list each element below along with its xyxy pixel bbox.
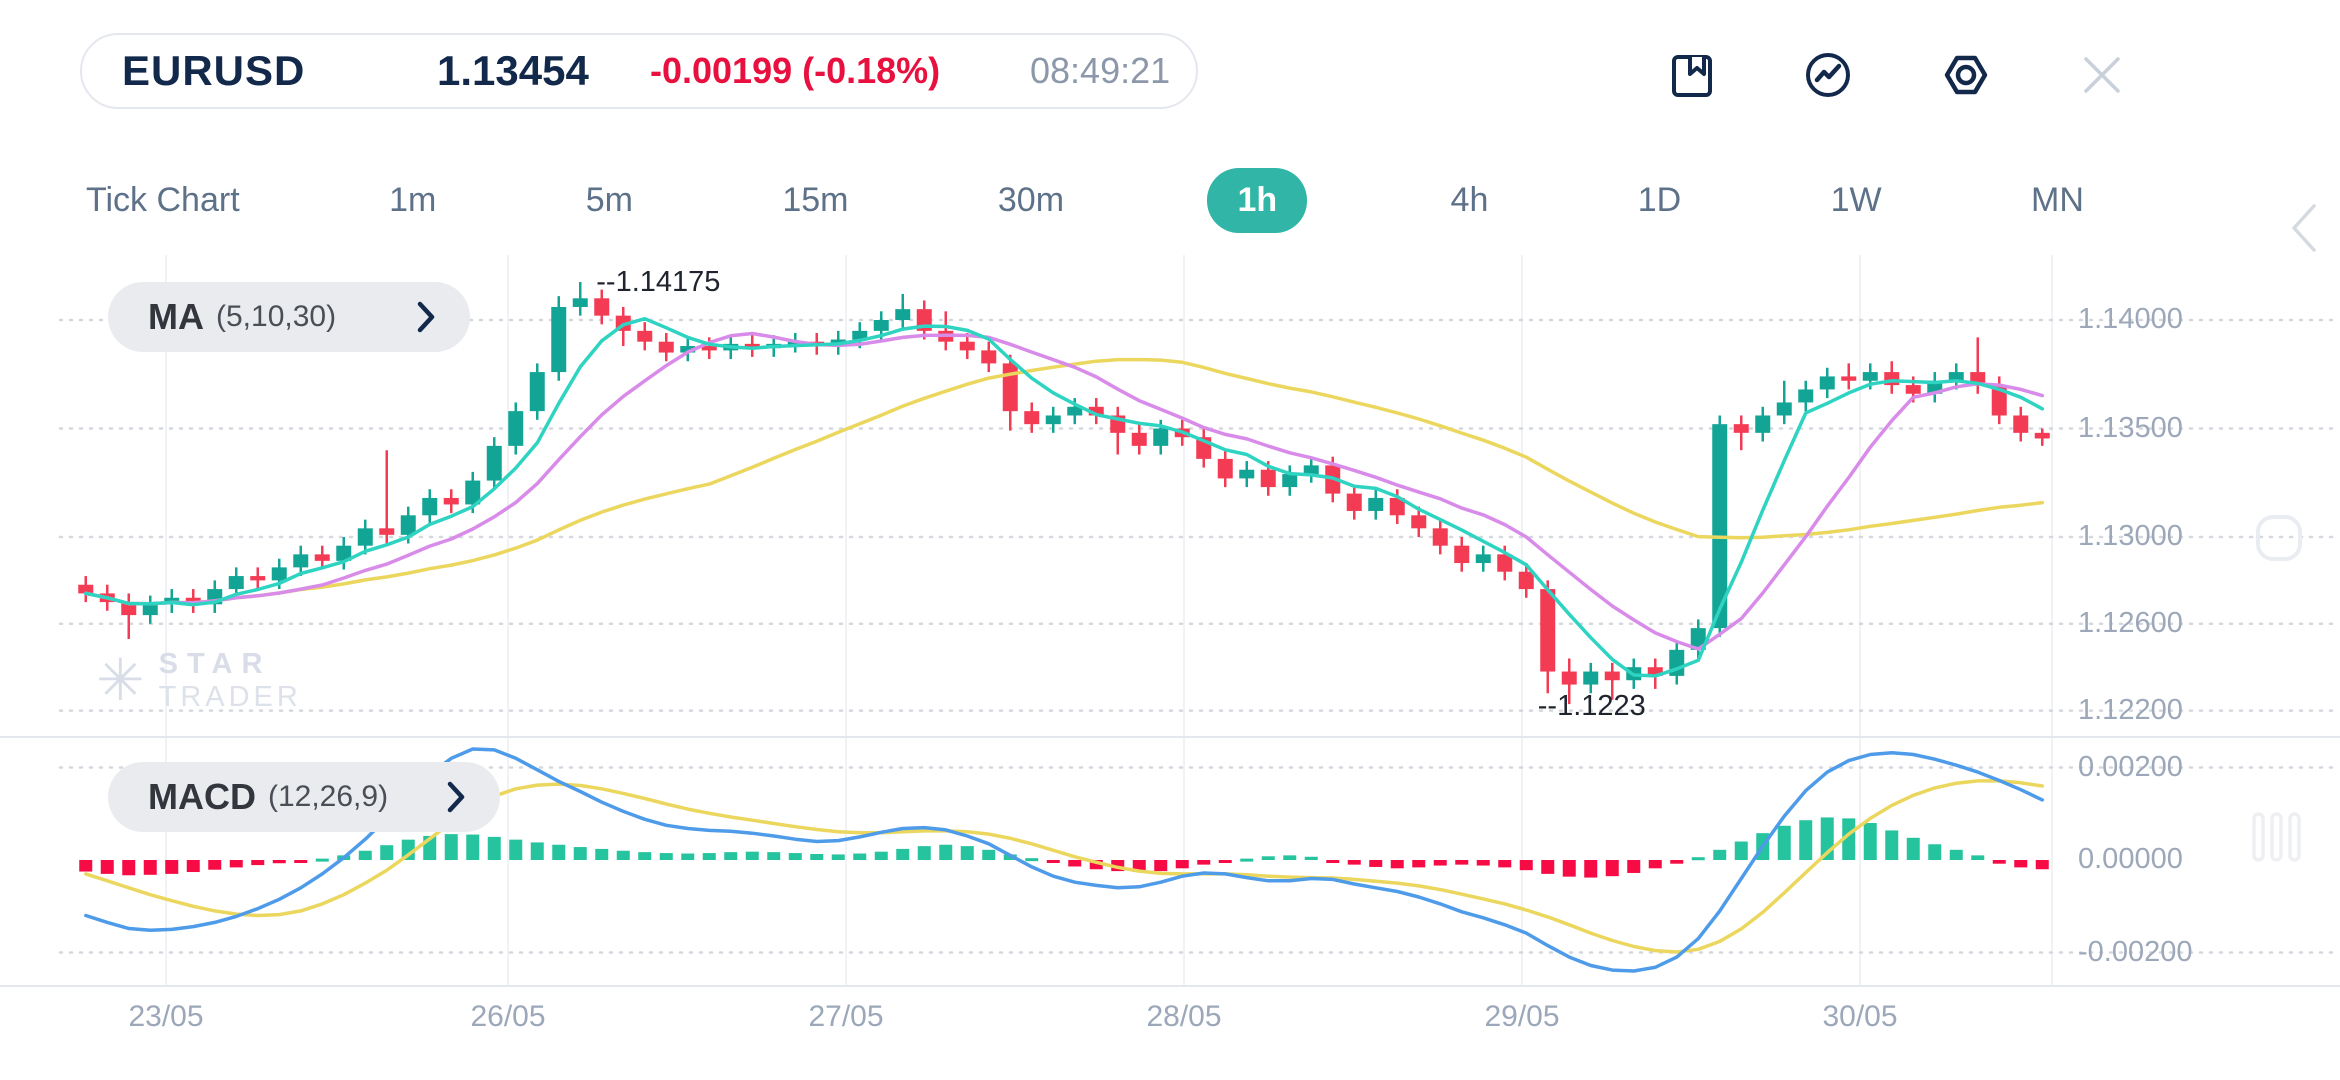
price-tick-label: 1.12200 (2078, 693, 2183, 726)
macd-tick-label: -0.00200 (2078, 935, 2193, 968)
high-price-label: --1.14175 (596, 266, 721, 299)
macd-tick-label: 0.00200 (2078, 750, 2183, 783)
last-price: 1.13454 (437, 47, 589, 94)
macd-indicator-name: MACD (148, 776, 256, 817)
date-tick-label: 27/05 (808, 1000, 884, 1033)
tab-mn[interactable]: MN (2031, 180, 2084, 219)
settings-icon[interactable] (1942, 51, 1990, 99)
price-change: -0.00199 (-0.18%) (650, 50, 941, 91)
ma-indicator-name: MA (148, 296, 204, 337)
tab-1h[interactable]: 1h (1207, 167, 1308, 233)
macd-indicator-button[interactable]: MACD (12,26,9) (108, 762, 500, 832)
macd-tick-label: 0.00000 (2078, 843, 2183, 875)
tab-1m[interactable]: 1m (389, 180, 437, 219)
price-tick-label: 1.13000 (2078, 520, 2183, 552)
indicator-icon[interactable] (1804, 51, 1852, 99)
close-icon[interactable] (2078, 51, 2126, 99)
date-tick-label: 26/05 (470, 1000, 546, 1033)
low-price-label: --1.1223 (1537, 690, 1646, 723)
server-time: 08:49:21 (1030, 50, 1171, 91)
date-tick-label: 23/05 (128, 1000, 204, 1033)
quote-header-pill: EURUSD 1.13454 -0.00199 (-0.18%) 08:49:2… (80, 33, 1198, 109)
date-tick-label: 28/05 (1146, 1000, 1222, 1033)
tab-4h[interactable]: 4h (1450, 180, 1489, 219)
macd-indicator-params: (12,26,9) (267, 780, 389, 813)
tab-1w[interactable]: 1W (1830, 180, 1882, 219)
watermark-line2: TRADER (158, 681, 302, 713)
squircle-icon[interactable] (2254, 514, 2304, 562)
date-tick-label: 29/05 (1484, 1000, 1560, 1033)
collapse-chevron-icon[interactable] (2282, 200, 2326, 256)
price-tick-label: 1.12600 (2078, 606, 2183, 639)
brand-watermark: ✳ STAR TRADER (96, 648, 302, 714)
chevron-right-icon (417, 301, 435, 333)
tab-15m[interactable]: 15m (782, 180, 849, 219)
price-tick-label: 1.14000 (2078, 303, 2183, 335)
ma-indicator-button[interactable]: MA (5,10,30) (108, 282, 470, 352)
tab-30m[interactable]: 30m (997, 180, 1065, 219)
columns-icon[interactable] (2250, 810, 2304, 864)
watermark-line1: STAR (158, 648, 272, 680)
symbol-name: EURUSD (122, 47, 306, 94)
date-tick-label: 30/05 (1822, 1000, 1898, 1033)
price-tick-label: 1.13500 (2078, 411, 2183, 444)
ma-indicator-params: (5,10,30) (216, 300, 337, 333)
tab-1d[interactable]: 1D (1637, 180, 1682, 219)
tab-tick-chart[interactable]: Tick Chart (86, 180, 240, 219)
star-logo-icon: ✳ (96, 648, 145, 713)
timeframe-tabs: Tick Chart 1m 5m 15m 30m 1h 4h 1D 1W MN (80, 167, 2090, 233)
bookmark-icon[interactable] (1668, 51, 1716, 99)
chevron-right-icon (447, 781, 465, 813)
tab-5m[interactable]: 5m (585, 180, 633, 219)
